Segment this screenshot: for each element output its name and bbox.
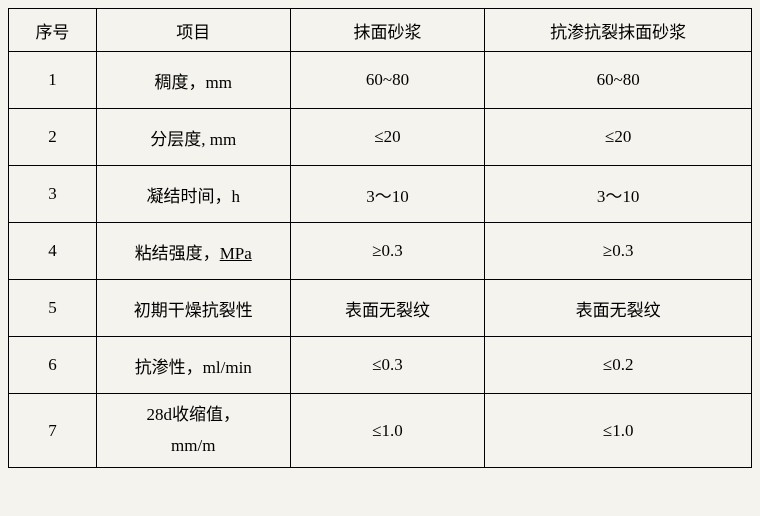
header-seq: 序号 [9,9,97,52]
cell-mortar2: 表面无裂纹 [485,280,752,337]
table-row: 1 稠度，mm 60~80 60~80 [9,52,752,109]
cell-mortar2: 3～10 [485,166,752,223]
cell-mortar2: ≤1.0 [485,394,752,468]
cell-mortar1: 3～10 [290,166,485,223]
cell-mortar2: ≤0.2 [485,337,752,394]
header-mortar2: 抗渗抗裂抹面砂浆 [485,9,752,52]
cell-item: 稠度，mm [96,52,290,109]
table-row: 6 抗渗性，ml/min ≤0.3 ≤0.2 [9,337,752,394]
cell-mortar1: ≥0.3 [290,223,485,280]
table-header-row: 序号 项目 抹面砂浆 抗渗抗裂抹面砂浆 [9,9,752,52]
cell-seq: 1 [9,52,97,109]
cell-seq: 4 [9,223,97,280]
cell-mortar2: ≤20 [485,109,752,166]
cell-mortar1: ≤0.3 [290,337,485,394]
cell-item-underlined: MPa [220,244,252,263]
cell-mortar1: 表面无裂纹 [290,280,485,337]
cell-item: 粘结强度，MPa [96,223,290,280]
cell-item: 凝结时间，h [96,166,290,223]
cell-seq: 6 [9,337,97,394]
cell-seq: 7 [9,394,97,468]
cell-item: 28d收缩值， mm/m [96,394,290,468]
table-row: 3 凝结时间，h 3～10 3～10 [9,166,752,223]
cell-seq: 5 [9,280,97,337]
cell-mortar1: 60~80 [290,52,485,109]
cell-mortar1: ≤20 [290,109,485,166]
table-row: 2 分层度, mm ≤20 ≤20 [9,109,752,166]
mortar-spec-table: 序号 项目 抹面砂浆 抗渗抗裂抹面砂浆 1 稠度，mm 60~80 60~80 … [8,8,752,468]
header-mortar1: 抹面砂浆 [290,9,485,52]
cell-seq: 3 [9,166,97,223]
cell-item: 分层度, mm [96,109,290,166]
table-row: 7 28d收缩值， mm/m ≤1.0 ≤1.0 [9,394,752,468]
cell-item: 初期干燥抗裂性 [96,280,290,337]
cell-seq: 2 [9,109,97,166]
cell-item-prefix: 粘结强度， [135,244,220,263]
cell-mortar2: 60~80 [485,52,752,109]
cell-mortar1: ≤1.0 [290,394,485,468]
cell-item: 抗渗性，ml/min [96,337,290,394]
header-item: 项目 [96,9,290,52]
table-row: 4 粘结强度，MPa ≥0.3 ≥0.3 [9,223,752,280]
table-row: 5 初期干燥抗裂性 表面无裂纹 表面无裂纹 [9,280,752,337]
cell-item-line1: 28d收缩值， [147,405,241,424]
cell-item-line2: mm/m [171,436,215,455]
cell-mortar2: ≥0.3 [485,223,752,280]
